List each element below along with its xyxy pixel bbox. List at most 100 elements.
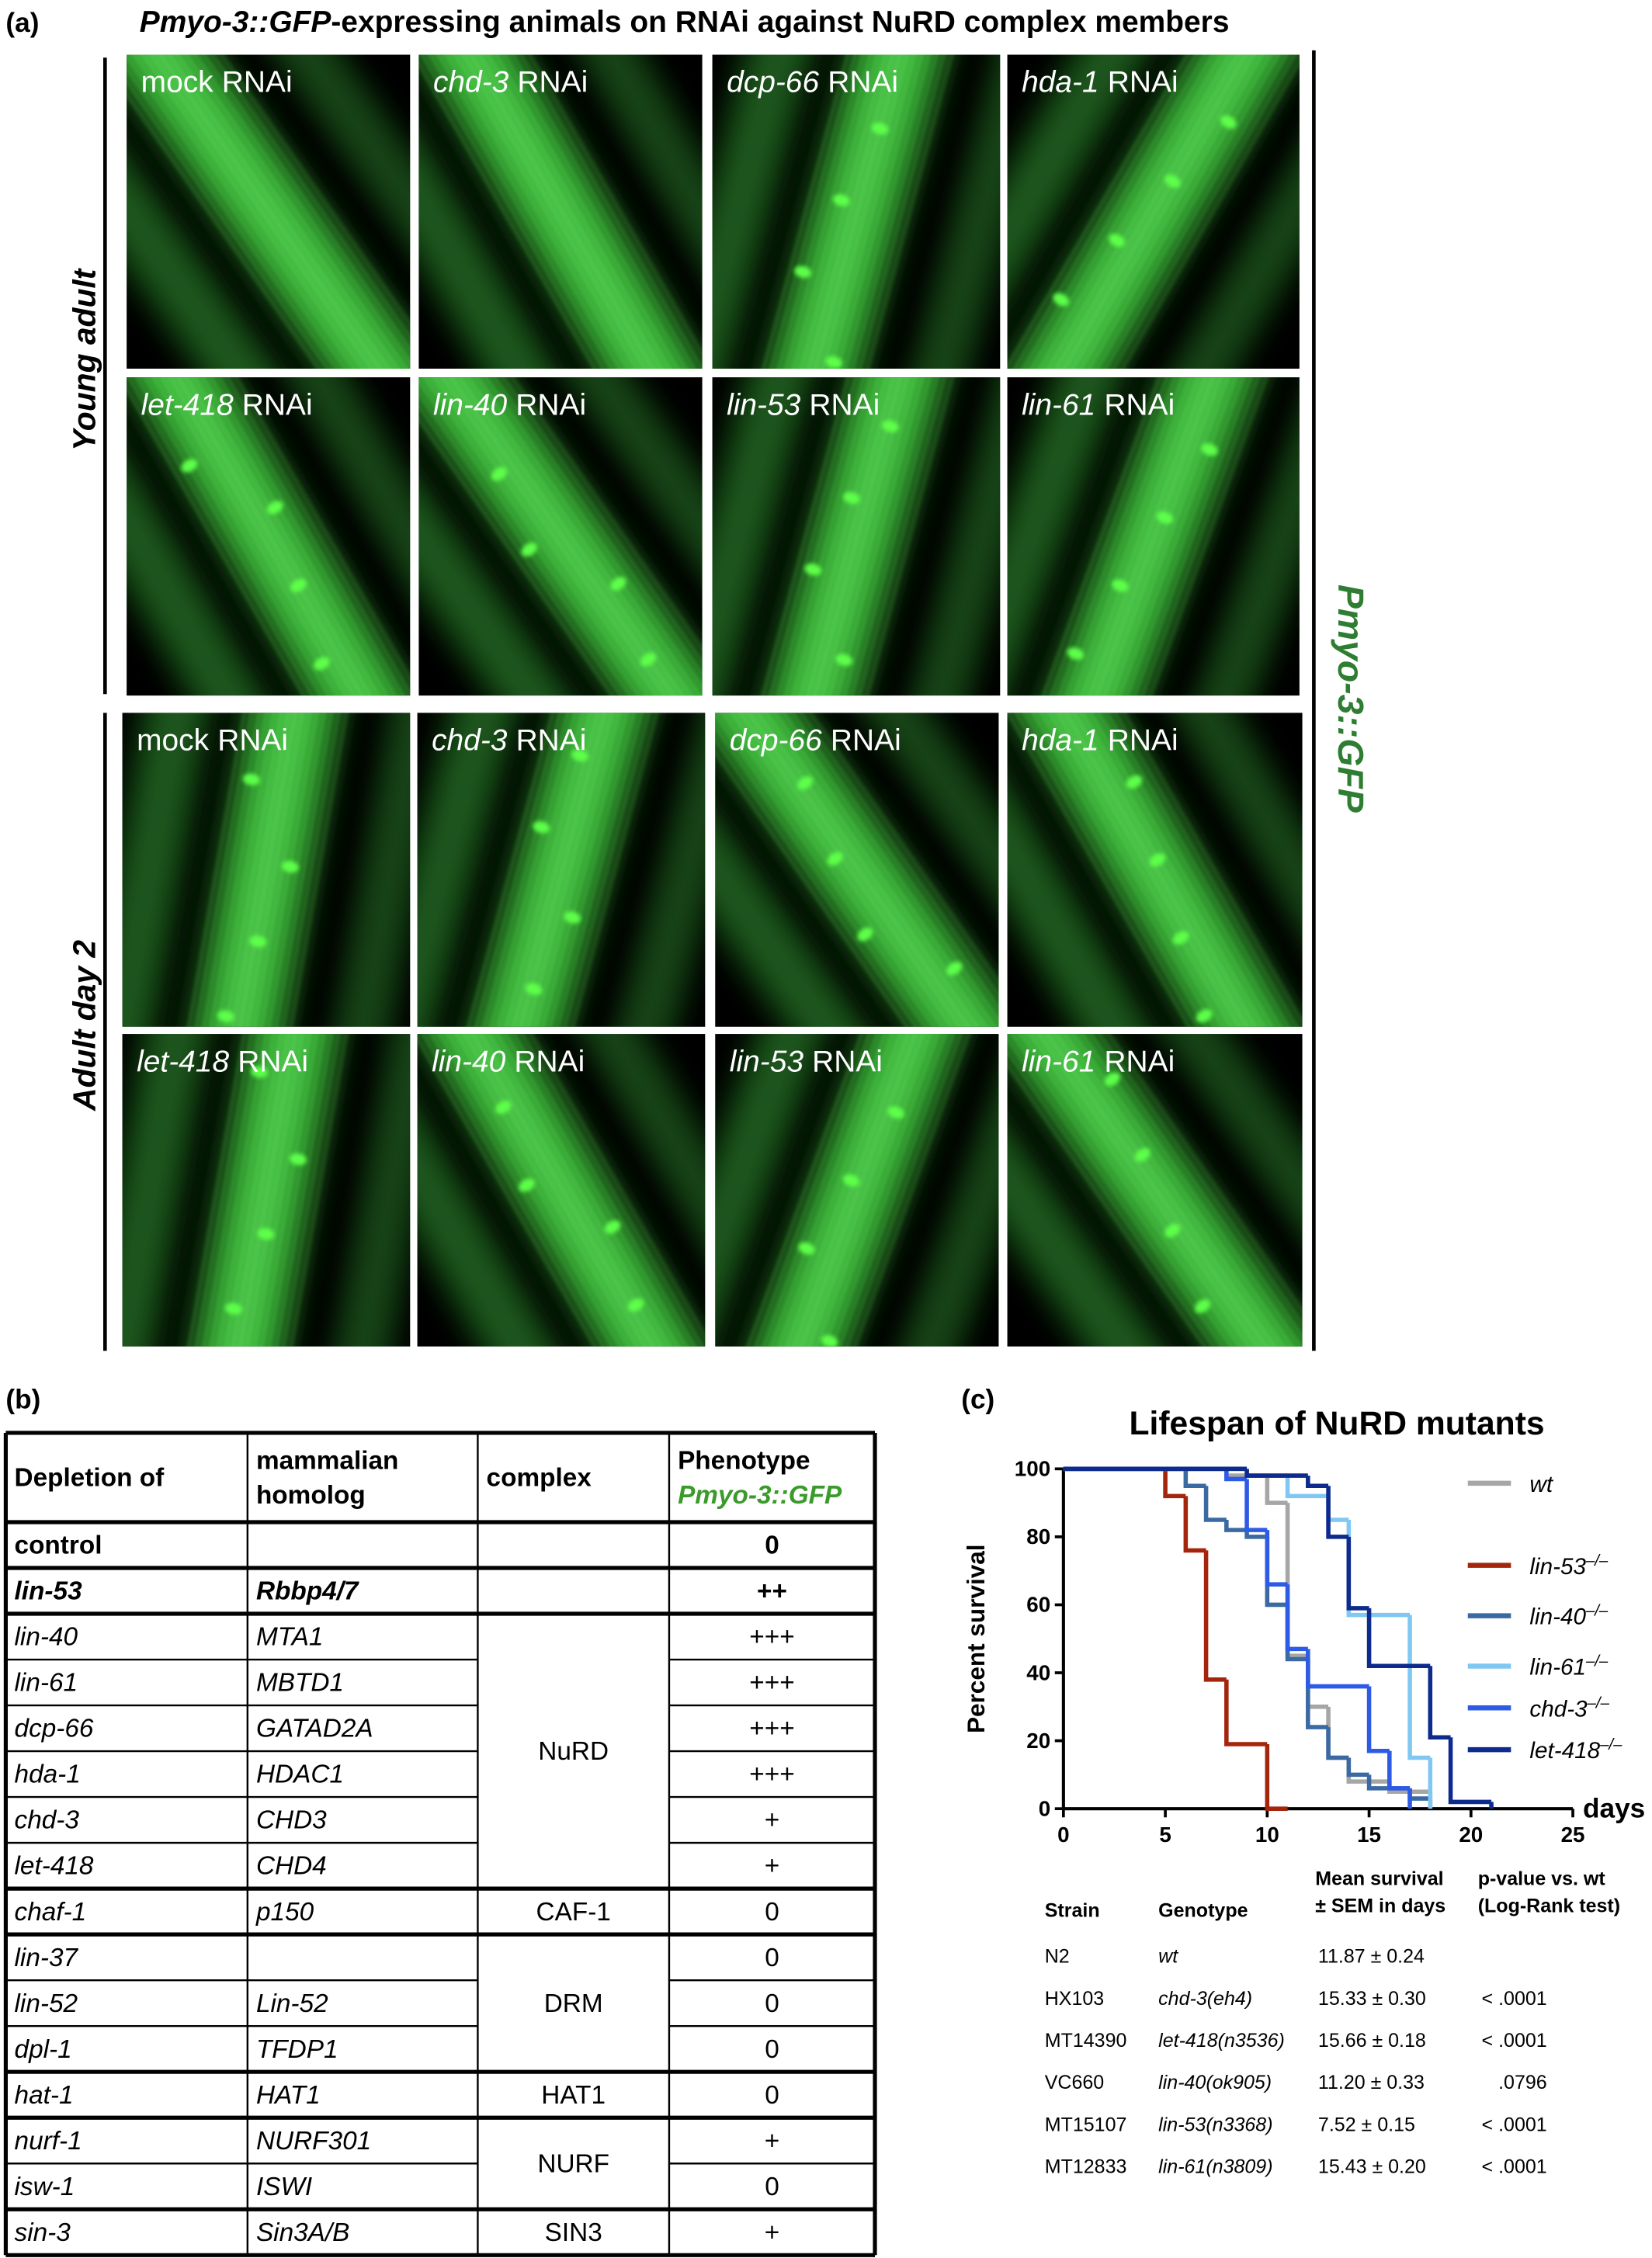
- gene-name: mock: [141, 66, 214, 99]
- stats-cell: MT12833: [1045, 2156, 1127, 2178]
- worm-layer: [1007, 54, 1300, 369]
- gene-name: hda-1: [1022, 724, 1099, 758]
- gfp-aggregate: [521, 543, 537, 557]
- legend-name: lin-40: [1529, 1604, 1586, 1630]
- legend-label: lin-40–/–: [1529, 1603, 1608, 1630]
- label-suffix: RNAi: [828, 66, 898, 99]
- homolog-cell: HAT1: [256, 2081, 321, 2110]
- worm-body: [1007, 54, 1300, 369]
- gene-cell: lin-61: [15, 1669, 78, 1698]
- label-suffix: RNAi: [242, 388, 313, 421]
- title-part: -expressing animals on RNAi against NuRD…: [331, 5, 1229, 39]
- stats-cell: chd-3(eh4): [1158, 1988, 1252, 2010]
- worm-body: [417, 1034, 706, 1347]
- survival-step: [1265, 1476, 1288, 1505]
- gfp-aggregate: [1164, 174, 1181, 188]
- image-label: dcp-66 RNAi: [730, 724, 901, 758]
- worm-layer: [122, 713, 411, 1027]
- gene-cell: hda-1: [15, 1760, 81, 1789]
- survival-step: [1224, 1679, 1268, 1746]
- label-suffix: RNAi: [222, 66, 293, 99]
- worm: [127, 54, 411, 369]
- worm-layer: [418, 54, 703, 369]
- survival-step: [1366, 1686, 1390, 1753]
- worm-body: [712, 377, 913, 696]
- stats-cell: MT15107: [1045, 2114, 1127, 2135]
- micrograph: dcp-66 RNAi: [712, 54, 1001, 369]
- legend-label: lin-53–/–: [1529, 1552, 1608, 1580]
- legend-name: lin-53: [1529, 1554, 1586, 1580]
- survival-step: [1346, 1536, 1369, 1611]
- worm: [712, 54, 1001, 369]
- survival-step: [1203, 1550, 1227, 1682]
- micrograph: hda-1 RNAi: [1007, 54, 1300, 369]
- worm: [418, 54, 703, 369]
- label-suffix: RNAi: [514, 1045, 585, 1078]
- micrograph: lin-40 RNAi: [418, 377, 703, 696]
- worm-body: [1007, 1034, 1303, 1347]
- gfp-aggregate: [1126, 775, 1143, 789]
- phenotype-cell: 0: [765, 1944, 779, 1972]
- gfp-aggregate: [825, 356, 842, 369]
- worm-striations: [127, 54, 411, 369]
- worm-body: [418, 377, 703, 696]
- gfp-aggregate: [794, 265, 812, 279]
- gene-name: lin-53: [730, 1045, 804, 1078]
- gfp-aggregate: [946, 962, 963, 976]
- phenotype-cell: 0: [765, 2081, 779, 2110]
- complex-cell: SIN3: [545, 2218, 602, 2247]
- stats-cell: let-418(n3536): [1158, 2030, 1285, 2052]
- survival-step: [1163, 1469, 1186, 1499]
- gene-cell: lin-40: [15, 1623, 78, 1652]
- gfp-aggregate: [217, 1010, 234, 1022]
- stats-table: Strain Genotype Mean survival ± SEM in days…: [1045, 1868, 1620, 2177]
- gfp-aggregate: [290, 578, 307, 592]
- label-suffix: RNAi: [1104, 1045, 1175, 1078]
- worm-striations: [712, 377, 1001, 696]
- worm-striations: [127, 377, 411, 696]
- gfp-aggregate: [796, 776, 814, 790]
- stats-cell: N2: [1045, 1946, 1070, 1968]
- worm-body: [776, 1034, 999, 1347]
- worm-layer: [712, 377, 1001, 696]
- gfp-aggregate: [871, 122, 889, 135]
- chart: Lifespan of NuRD mutants Percent survival…: [962, 1405, 1645, 1847]
- micrograph: lin-61 RNAi: [1007, 377, 1300, 696]
- worm-striations: [1007, 1034, 1303, 1347]
- stats-cell: lin-40(ok905): [1158, 2072, 1272, 2093]
- worm-layer: [417, 713, 706, 1027]
- worm: [715, 1034, 999, 1347]
- worm-layer: [715, 1034, 999, 1347]
- micrograph: mock RNAi: [127, 54, 411, 369]
- worm-layer: [1007, 377, 1300, 696]
- stats-cell: lin-53(n3368): [1158, 2114, 1272, 2135]
- legend-superscript: –/–: [1585, 1552, 1609, 1570]
- worm-body: [519, 713, 706, 1027]
- gfp-aggregate: [1134, 1148, 1150, 1162]
- header-cell: Phenotype: [678, 1446, 810, 1475]
- panel-label: (b): [5, 1384, 40, 1414]
- worm-body: [1073, 377, 1300, 696]
- gene-name: lin-40: [432, 1045, 506, 1078]
- micrograph: lin-53 RNAi: [715, 1034, 999, 1347]
- image-label: let-418 RNAi: [137, 1045, 308, 1078]
- panel-title: Pmyo-3::GFP-expressing animals on RNAi a…: [140, 5, 1230, 39]
- stats-cell: < .0001: [1482, 2156, 1547, 2178]
- gene-name: mock: [137, 724, 210, 758]
- gfp-aggregate: [571, 749, 588, 762]
- survival-step: [1326, 1486, 1349, 1539]
- image-label: lin-61 RNAi: [1022, 1045, 1175, 1078]
- gfp-aggregate: [798, 1242, 815, 1255]
- header-cell: complex: [487, 1464, 592, 1493]
- homolog-cell: GATAD2A: [256, 1715, 373, 1743]
- worm: [715, 713, 999, 1027]
- stats-cell: 15.66 ± 0.18: [1318, 2030, 1426, 2052]
- worm-striations: [1007, 54, 1300, 369]
- row-label: Young adult: [66, 268, 102, 451]
- survival-step: [1285, 1584, 1308, 1652]
- homolog-cell: CHD4: [256, 1852, 327, 1881]
- homolog-cell: MBTD1: [256, 1669, 344, 1698]
- phenotype-cell: 0: [765, 2035, 779, 2064]
- image-label: lin-40 RNAi: [432, 1045, 585, 1078]
